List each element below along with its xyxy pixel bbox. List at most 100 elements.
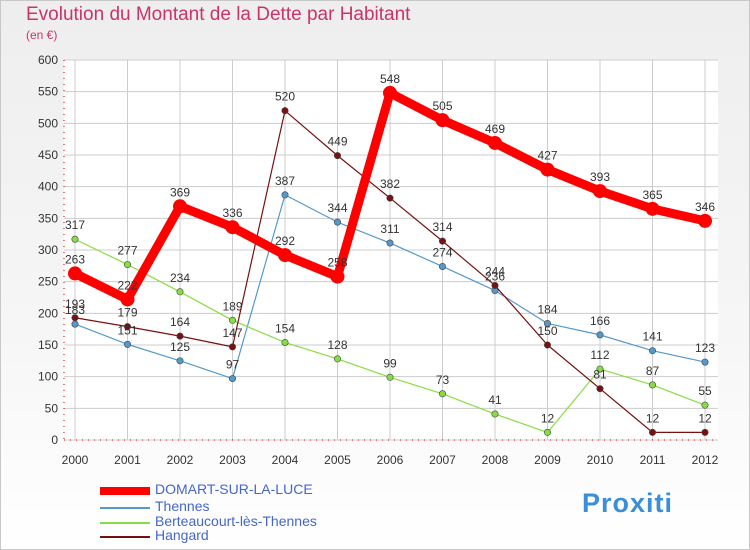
data-label-2: 87 <box>646 364 660 378</box>
data-label-0: 346 <box>695 200 715 214</box>
y-tick-label: 250 <box>38 275 58 289</box>
data-label-2: 41 <box>488 393 502 407</box>
data-point-3 <box>543 341 551 349</box>
data-point-3 <box>281 107 289 115</box>
legend-label-hangard: Hangard <box>155 527 209 543</box>
x-tick-label: 2009 <box>534 453 561 467</box>
y-tick-label: 50 <box>45 401 59 415</box>
data-label-0: 427 <box>537 149 557 163</box>
data-label-3: 193 <box>65 297 85 311</box>
legend-label-berteaucourt: Berteaucourt-lès-Thennes <box>155 513 317 529</box>
data-label-3: 449 <box>327 135 347 149</box>
data-point-3 <box>648 428 656 436</box>
data-point-3 <box>491 281 499 289</box>
legend-swatch-berteaucourt <box>100 522 150 524</box>
data-label-1: 123 <box>695 341 715 355</box>
data-label-1: 236 <box>485 270 505 284</box>
data-point-2 <box>176 288 184 296</box>
proxiti-logo: Proxiti <box>582 488 674 518</box>
data-label-1: 387 <box>275 174 295 188</box>
legend-label-thennes: Thennes <box>155 498 210 514</box>
data-label-1: 141 <box>642 330 662 344</box>
data-point-2 <box>596 365 604 373</box>
data-point-3 <box>176 332 184 340</box>
data-point-0 <box>645 201 660 216</box>
x-tick-label: 2000 <box>62 453 89 467</box>
data-point-1 <box>543 319 551 327</box>
data-label-1: 125 <box>170 340 190 354</box>
data-label-3: 12 <box>698 411 712 425</box>
data-point-1 <box>333 218 341 226</box>
data-point-1 <box>176 357 184 365</box>
data-label-3: 179 <box>117 306 137 320</box>
data-label-0: 505 <box>432 99 452 113</box>
data-label-3: 520 <box>275 90 295 104</box>
data-label-1: 166 <box>590 314 610 328</box>
data-point-2 <box>71 235 79 243</box>
data-label-1: 344 <box>327 201 347 215</box>
data-point-2 <box>333 355 341 363</box>
data-point-3 <box>438 237 446 245</box>
data-point-2 <box>386 373 394 381</box>
y-tick-label: 300 <box>38 243 58 257</box>
data-point-0 <box>173 199 187 214</box>
x-tick-label: 2011 <box>640 453 666 467</box>
data-label-2: 317 <box>65 218 85 232</box>
data-point-1 <box>386 239 394 247</box>
data-point-3 <box>333 152 341 160</box>
data-label-0: 292 <box>275 234 295 248</box>
data-label-3: 244 <box>485 264 505 278</box>
legend-swatch-domart <box>100 487 150 495</box>
data-point-0 <box>278 248 292 263</box>
data-label-3: 12 <box>646 411 660 425</box>
data-point-2 <box>438 390 446 398</box>
data-label-1: 184 <box>537 302 557 316</box>
data-label-2: 154 <box>275 321 295 335</box>
data-point-0 <box>488 135 502 150</box>
data-point-1 <box>281 191 289 199</box>
chart-subtitle: (en €) <box>26 28 58 42</box>
data-point-1 <box>229 375 237 383</box>
data-label-2: 12 <box>541 411 555 425</box>
y-tick-label: 450 <box>38 148 58 162</box>
data-label-1: 311 <box>380 222 399 236</box>
data-point-1 <box>71 320 79 328</box>
data-point-0 <box>593 184 607 199</box>
data-point-0 <box>68 266 82 281</box>
x-tick-label: 2002 <box>167 453 194 467</box>
data-label-3: 147 <box>222 326 242 340</box>
data-label-2: 234 <box>170 271 190 285</box>
data-point-3 <box>596 385 604 393</box>
data-point-2 <box>543 428 551 436</box>
data-point-2 <box>124 261 132 269</box>
data-label-1: 97 <box>226 358 240 372</box>
data-point-2 <box>281 338 289 346</box>
data-label-2: 73 <box>436 373 450 387</box>
x-tick-label: 2005 <box>324 453 351 467</box>
y-tick-label: 0 <box>51 433 58 447</box>
data-label-1: 183 <box>65 303 85 317</box>
data-point-3 <box>124 323 132 331</box>
y-tick-label: 550 <box>38 85 58 99</box>
x-tick-label: 2012 <box>692 453 719 467</box>
data-label-2: 189 <box>222 299 242 313</box>
data-point-1 <box>124 340 132 348</box>
data-label-1: 151 <box>117 323 137 337</box>
data-label-0: 548 <box>380 72 400 86</box>
x-tick-label: 2001 <box>114 453 141 467</box>
data-label-0: 469 <box>485 122 505 136</box>
data-point-1 <box>596 331 604 339</box>
data-point-0 <box>120 292 135 307</box>
legend-swatch-thennes <box>100 507 150 509</box>
legend-label-domart: DOMART-SUR-LA-LUCE <box>155 481 313 497</box>
data-point-2 <box>491 410 499 418</box>
data-point-3 <box>701 428 709 436</box>
data-label-0: 222 <box>117 278 137 292</box>
data-label-3: 150 <box>537 324 557 338</box>
x-tick-label: 2004 <box>272 453 299 467</box>
data-label-1: 274 <box>432 245 452 259</box>
x-tick-label: 2010 <box>587 453 614 467</box>
data-point-0 <box>330 269 345 284</box>
data-point-3 <box>229 343 237 351</box>
